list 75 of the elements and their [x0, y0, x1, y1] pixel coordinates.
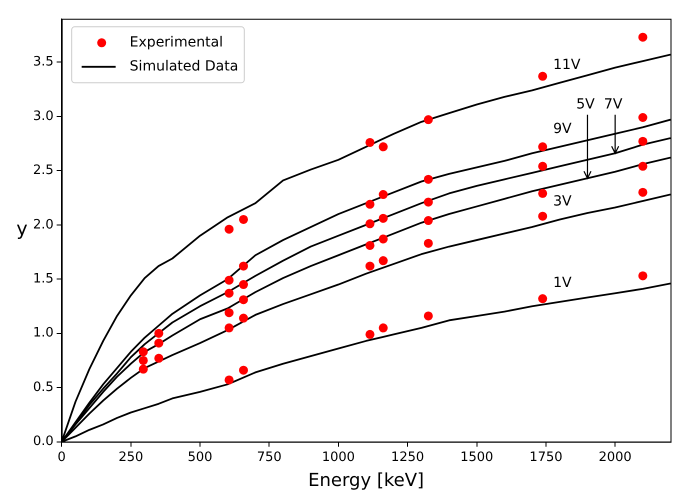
point: [538, 162, 548, 171]
point: [424, 174, 433, 184]
y-tick-label: 1.0: [32, 326, 54, 341]
point: [224, 375, 234, 384]
point: [138, 364, 148, 374]
legend-label: Experimental: [130, 34, 224, 50]
point: [378, 256, 388, 266]
x-tick-label: 2000: [598, 450, 632, 465]
point: [365, 200, 374, 209]
annotation: 11V: [553, 57, 581, 74]
point: [138, 356, 148, 365]
x-tick-label: 500: [188, 450, 212, 465]
point: [638, 113, 648, 122]
point: [638, 32, 648, 42]
point: [424, 198, 433, 207]
y-tick-label: 0.0: [32, 434, 54, 450]
point: [138, 347, 148, 356]
annotation: 7V: [604, 96, 623, 112]
point: [638, 271, 648, 280]
point: [224, 224, 234, 234]
point: [538, 188, 548, 198]
annotation: 1V: [553, 275, 572, 292]
point: [238, 295, 248, 304]
point: [424, 216, 433, 226]
annotation: 5V: [576, 96, 596, 112]
point: [365, 262, 374, 271]
point: [238, 366, 248, 375]
annotation: 3V: [553, 194, 572, 210]
y-tick-label: 3.0: [32, 108, 54, 124]
x-tick-label: 1000: [322, 450, 355, 465]
x-tick-label: 1500: [460, 450, 494, 465]
y-tick-label: 0.5: [32, 380, 54, 395]
x-tick-label: 750: [256, 450, 282, 465]
point: [638, 162, 648, 171]
legend-label: Simulated Data: [130, 58, 238, 74]
point: [538, 72, 548, 81]
point: [154, 338, 164, 348]
point: [424, 311, 433, 320]
point: [238, 214, 248, 224]
x-tick-label: 1750: [529, 450, 563, 465]
point: [424, 238, 433, 248]
y-tick-label: 3.5: [32, 54, 54, 70]
y-axis-title: y: [16, 218, 28, 240]
point: [224, 276, 234, 285]
point: [365, 138, 374, 147]
x-tick-label: 0: [58, 450, 66, 465]
point: [224, 288, 234, 298]
point: [238, 314, 248, 323]
x-axis-title: Energy [keV]: [308, 470, 424, 491]
point: [224, 308, 234, 318]
y-tick-label: 1.5: [32, 271, 54, 286]
x-tick-label: 1250: [391, 450, 424, 465]
y-tick-label: 2.5: [32, 163, 54, 178]
point: [238, 280, 248, 290]
point: [378, 142, 388, 152]
point: [378, 234, 388, 244]
y-tick-label: 2.0: [32, 217, 54, 232]
point: [638, 188, 648, 197]
point: [365, 219, 374, 228]
point: [365, 330, 374, 339]
point: [424, 115, 433, 124]
point: [378, 214, 388, 223]
point: [638, 136, 648, 146]
point: [224, 323, 234, 332]
point: [365, 240, 374, 250]
point: [154, 354, 164, 363]
point: [538, 212, 548, 221]
point: [538, 142, 548, 152]
point: [378, 323, 388, 332]
x-tick-label: 250: [118, 450, 144, 465]
point: [538, 294, 548, 304]
point: [238, 262, 248, 271]
point: [378, 190, 388, 200]
annotation: 9V: [553, 121, 572, 138]
point: [154, 328, 164, 338]
